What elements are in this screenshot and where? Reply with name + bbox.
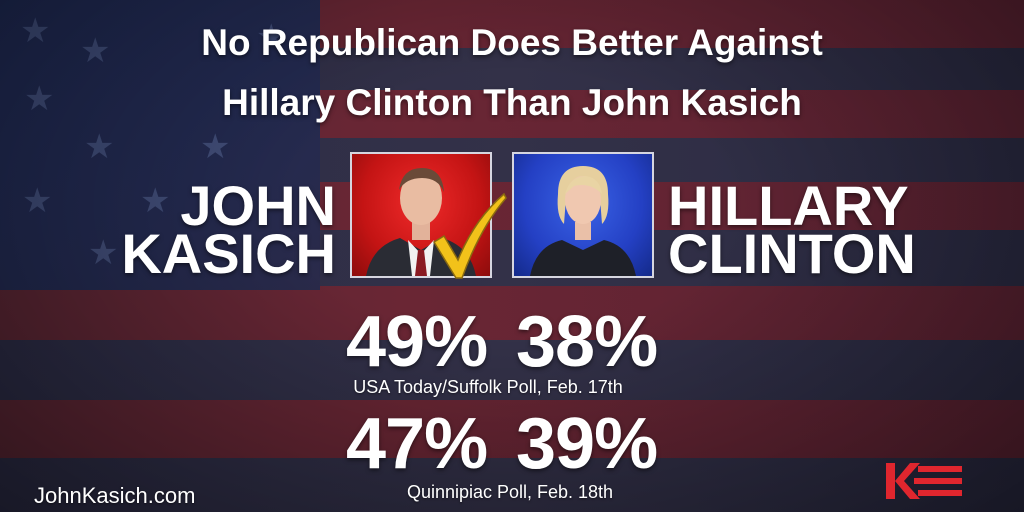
flag-stripe xyxy=(0,340,1024,400)
poll-1-kasich-percent: 49% xyxy=(346,302,488,382)
flag-canton xyxy=(0,0,320,290)
star-icon: ★ xyxy=(140,184,170,218)
kasich-last-name: KASICH xyxy=(121,222,336,285)
star-icon: ★ xyxy=(256,20,286,54)
poll-1-clinton-percent: 38% xyxy=(516,302,658,382)
clinton-last-name: CLINTON xyxy=(668,222,916,285)
kasich-logo-icon xyxy=(886,463,962,499)
star-icon: ★ xyxy=(24,82,54,116)
star-icon: ★ xyxy=(84,130,114,164)
clinton-first-name: HILLARY xyxy=(668,174,909,237)
poll-2-kasich-percent: 47% xyxy=(346,404,488,484)
headline-line-1: No Republican Does Better Against xyxy=(201,22,823,63)
headline-line-2: Hillary Clinton Than John Kasich xyxy=(222,82,802,123)
flag-stripe xyxy=(0,400,1024,458)
star-icon: ★ xyxy=(200,130,230,164)
star-icon: ★ xyxy=(80,34,110,68)
poll-1-source: USA Today/Suffolk Poll, Feb. 17th xyxy=(353,377,623,397)
poll-2-source: Quinnipiac Poll, Feb. 18th xyxy=(406,482,614,502)
website-url: JohnKasich.com xyxy=(34,483,196,508)
poll-2-clinton-percent: 39% xyxy=(516,404,658,484)
checkmark-icon xyxy=(432,192,507,279)
star-icon: ★ xyxy=(22,184,52,218)
star-icon: ★ xyxy=(88,236,118,270)
flag-stripe xyxy=(0,286,1024,340)
flag-stripe xyxy=(0,458,1024,512)
star-icon: ★ xyxy=(20,14,50,48)
clinton-portrait xyxy=(512,152,654,278)
kasich-first-name: JOHN xyxy=(180,174,336,237)
